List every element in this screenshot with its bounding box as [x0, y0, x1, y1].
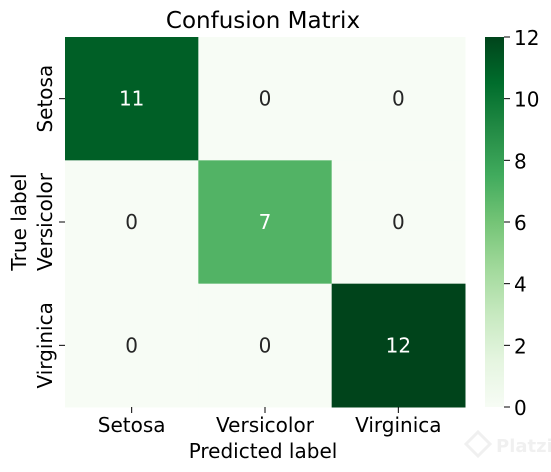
colorbar-ticks: 0 2 4 6 8 10 12 — [504, 26, 539, 420]
x-axis-label: Predicted label — [189, 439, 338, 463]
x-tick-label: Setosa — [98, 413, 166, 437]
heatmap-cell — [198, 160, 333, 285]
heatmap-cell — [65, 160, 199, 285]
y-tick-label: Setosa — [33, 65, 57, 133]
colorbar-tick-label: 4 — [514, 273, 527, 297]
cell-value-label: 0 — [392, 87, 405, 111]
y-tick-label: Virginica — [33, 302, 57, 388]
heatmap-cell — [331, 283, 466, 408]
cell-value-label: 0 — [392, 210, 405, 234]
watermark-text: Platzi — [496, 436, 551, 457]
colorbar-tick-label: 2 — [514, 334, 527, 358]
heatmap-cell — [65, 283, 199, 408]
x-tick-labels: Setosa Versicolor Virginica — [98, 407, 442, 437]
heatmap-cells: 11 0 0 0 7 0 0 0 12 — [65, 37, 466, 408]
colorbar-tick-label: 10 — [514, 88, 539, 112]
cell-value-label: 11 — [119, 87, 144, 111]
heatmap-cell — [331, 37, 466, 161]
colorbar-tick-label: 12 — [514, 26, 539, 50]
colorbar — [485, 37, 504, 407]
colorbar-tick-label: 6 — [514, 211, 527, 235]
watermark-logo: Platzi — [463, 429, 551, 459]
heatmap-cell — [198, 37, 333, 161]
x-tick-label: Virginica — [355, 413, 441, 437]
cell-value-label: 7 — [259, 210, 272, 234]
cell-value-label: 12 — [386, 333, 411, 357]
y-tick-labels: Setosa Versicolor Virginica — [33, 65, 65, 389]
heatmap-cell — [198, 283, 333, 408]
cell-value-label: 0 — [259, 333, 272, 357]
cell-value-label: 0 — [125, 210, 138, 234]
heatmap-cell — [331, 160, 466, 285]
cell-value-label: 0 — [259, 87, 272, 111]
x-tick-label: Versicolor — [216, 413, 315, 437]
chart-title: Confusion Matrix — [166, 8, 360, 34]
colorbar-tick-label: 8 — [514, 149, 527, 173]
heatmap-cell — [65, 37, 199, 161]
colorbar-tick-label: 0 — [514, 396, 527, 420]
cell-value-label: 0 — [125, 333, 138, 357]
y-tick-label: Versicolor — [33, 172, 57, 271]
y-axis-label: True label — [7, 173, 31, 271]
